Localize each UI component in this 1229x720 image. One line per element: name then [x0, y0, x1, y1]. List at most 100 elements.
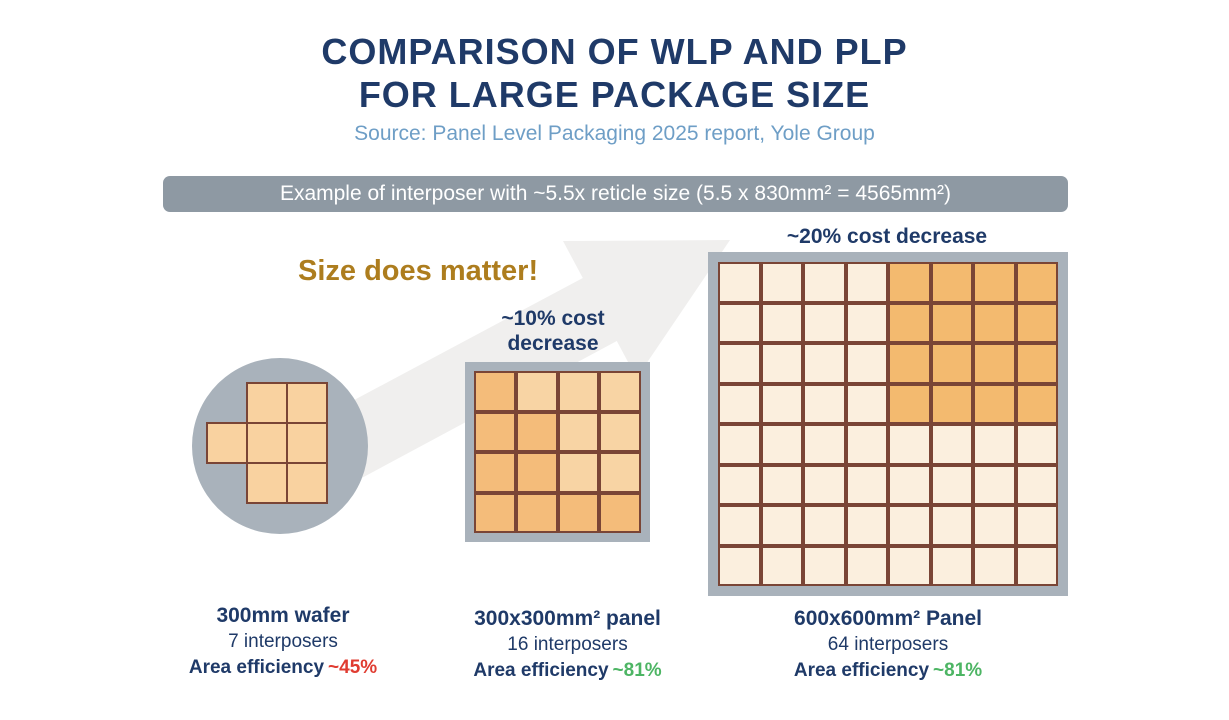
interposer-die	[888, 302, 931, 343]
interposer-die	[718, 424, 761, 465]
interposer-die	[474, 452, 516, 493]
interposer-die	[888, 505, 931, 546]
interposer-die	[599, 492, 641, 533]
interposer-die	[718, 464, 761, 505]
interposer-die	[1015, 302, 1058, 343]
interposer-die	[888, 464, 931, 505]
interposer-die	[803, 262, 846, 303]
interposer-die	[930, 383, 973, 424]
panel-300-caption-efficiency: Area efficiency ~81%	[440, 658, 695, 684]
interposer-die	[973, 302, 1016, 343]
interposer-die	[474, 371, 516, 412]
interposer-die	[515, 492, 558, 533]
interposer-die	[1015, 464, 1058, 505]
interposer-die	[803, 464, 846, 505]
cost-decrease-label-300: ~10% cost decrease	[453, 306, 653, 356]
interposer-die	[760, 424, 803, 465]
interposer-die	[845, 262, 888, 303]
interposer-die	[1015, 545, 1058, 586]
panel-600-frame	[708, 252, 1068, 596]
wafer-caption-title: 300mm wafer	[216, 604, 350, 627]
interposer-die	[845, 302, 888, 343]
interposer-die	[930, 262, 973, 303]
interposer-die	[286, 382, 328, 424]
interposer-die	[474, 492, 516, 533]
page-title-line1: COMPARISON OF WLP AND PLP	[321, 31, 908, 72]
reticle-size-banner: Example of interposer with ~5.5x reticle…	[163, 176, 1068, 212]
interposer-die	[515, 411, 558, 452]
interposer-die	[930, 545, 973, 586]
interposer-die	[718, 343, 761, 384]
panel-300-caption-title: 300x300mm² panel	[474, 607, 661, 630]
panel-600-caption: 600x600mm² Panel 64 interposers Area eff…	[753, 605, 1023, 684]
interposer-die	[1015, 262, 1058, 303]
interposer-die	[760, 302, 803, 343]
panel-300-efficiency-value: ~81%	[612, 660, 662, 681]
interposer-die	[888, 343, 931, 384]
interposer-die	[930, 424, 973, 465]
panel-600-caption-efficiency: Area efficiency ~81%	[753, 658, 1023, 684]
interposer-die	[246, 462, 288, 504]
interposer-die	[930, 343, 973, 384]
page-title: COMPARISON OF WLP AND PLP FOR LARGE PACK…	[0, 30, 1229, 116]
interposer-die	[845, 343, 888, 384]
interposer-die	[760, 464, 803, 505]
interposer-die	[718, 302, 761, 343]
interposer-die	[930, 302, 973, 343]
interposer-die	[845, 464, 888, 505]
interposer-die	[803, 424, 846, 465]
cost-decrease-300-line1: ~10% cost	[501, 307, 605, 330]
interposer-die	[803, 343, 846, 384]
wafer-efficiency-value: ~45%	[328, 657, 378, 678]
interposer-die	[973, 505, 1016, 546]
interposer-die	[888, 262, 931, 303]
panel-300-caption: 300x300mm² panel 16 interposers Area eff…	[440, 605, 695, 684]
interposer-die	[888, 545, 931, 586]
interposer-die	[760, 383, 803, 424]
panel-600-grid	[718, 262, 1058, 586]
interposer-die	[760, 545, 803, 586]
interposer-die	[973, 464, 1016, 505]
header: COMPARISON OF WLP AND PLP FOR LARGE PACK…	[0, 30, 1229, 146]
interposer-die	[803, 302, 846, 343]
interposer-die	[1015, 343, 1058, 384]
interposer-die	[803, 545, 846, 586]
tagline: Size does matter!	[298, 255, 539, 287]
interposer-die	[599, 452, 641, 493]
interposer-die	[888, 424, 931, 465]
interposer-die	[845, 383, 888, 424]
interposer-die	[286, 462, 328, 504]
interposer-die	[973, 262, 1016, 303]
interposer-die	[246, 382, 288, 424]
source-credit: Source: Panel Level Packaging 2025 repor…	[354, 122, 875, 145]
interposer-die	[515, 371, 558, 412]
interposer-die	[803, 505, 846, 546]
interposer-die	[599, 371, 641, 412]
interposer-die	[718, 262, 761, 303]
panel-300-efficiency-label: Area efficiency	[473, 660, 609, 681]
interposer-die	[973, 545, 1016, 586]
panel-600-efficiency-value: ~81%	[933, 660, 983, 681]
interposer-die	[803, 383, 846, 424]
interposer-die	[1015, 383, 1058, 424]
interposer-die	[599, 411, 641, 452]
panel-300-frame	[465, 362, 650, 542]
interposer-die	[973, 343, 1016, 384]
interposer-die	[1015, 505, 1058, 546]
interposer-die	[557, 411, 600, 452]
cost-decrease-300-line2: decrease	[507, 332, 599, 355]
panel-300-grid	[474, 371, 641, 533]
interposer-die	[760, 505, 803, 546]
interposer-die	[246, 422, 288, 464]
interposer-die	[845, 505, 888, 546]
interposer-die	[760, 262, 803, 303]
interposer-die	[286, 422, 328, 464]
interposer-die	[557, 371, 600, 412]
interposer-die	[718, 545, 761, 586]
interposer-die	[888, 383, 931, 424]
page-title-line2: FOR LARGE PACKAGE SIZE	[358, 74, 871, 115]
panel-600-caption-count: 64 interposers	[827, 634, 949, 655]
wafer-caption-count: 7 interposers	[228, 631, 338, 652]
wafer-caption-efficiency: Area efficiency ~45%	[158, 655, 408, 681]
